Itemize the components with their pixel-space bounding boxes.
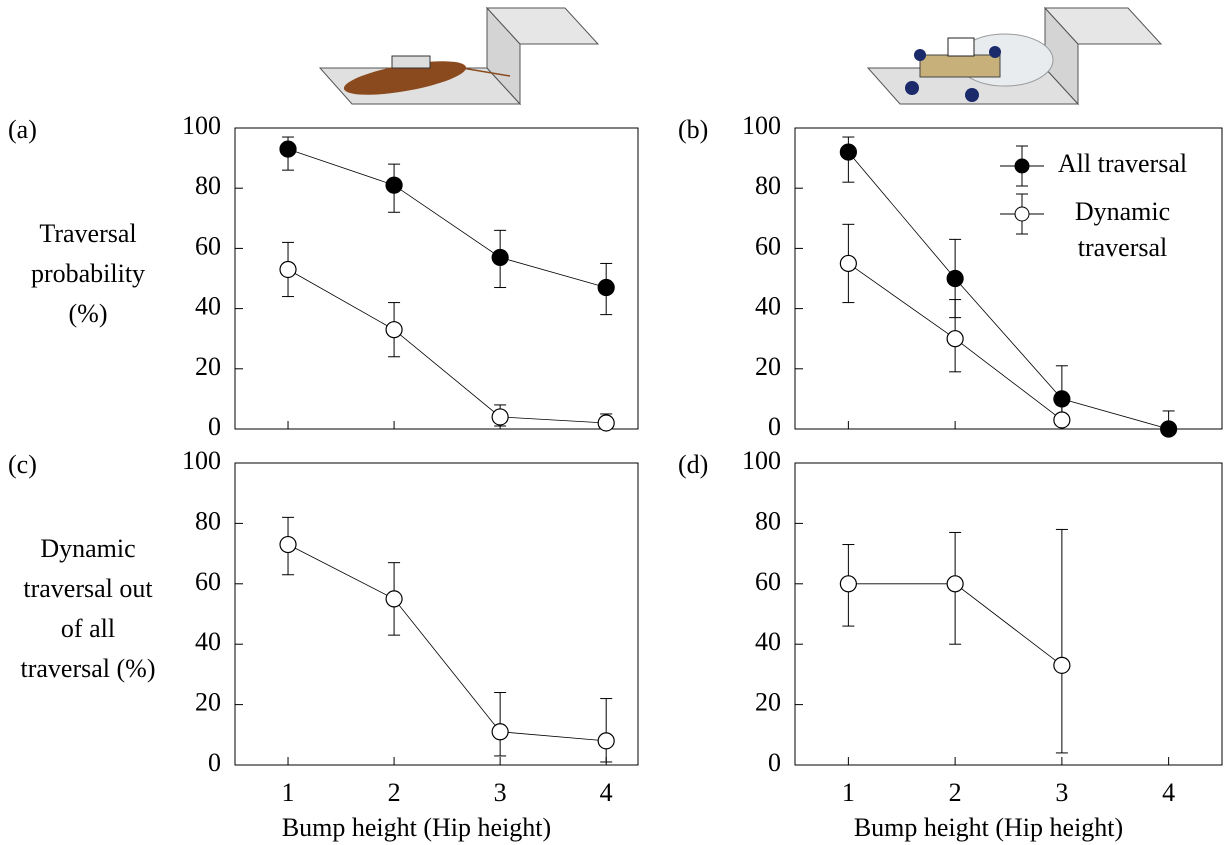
y-tick-label: 0 — [208, 412, 221, 441]
y-tick-label: 80 — [195, 506, 221, 535]
y-axis-label: Traversal probability (%) — [30, 218, 146, 328]
y-tick-label: 60 — [195, 231, 221, 260]
plot-area — [794, 127, 1223, 430]
y-tick-label: 60 — [755, 231, 781, 260]
data-point — [946, 330, 964, 348]
series-line — [848, 151, 1169, 430]
x-tick-label: 2 — [949, 778, 962, 807]
data-point — [279, 260, 297, 279]
y-tick-label: 80 — [755, 171, 781, 200]
plot-area — [234, 462, 639, 766]
data-point — [1160, 420, 1178, 438]
data-point — [385, 321, 403, 339]
y-tick-label: 100 — [742, 446, 781, 475]
data-point — [385, 590, 403, 608]
panel-label: (d) — [678, 450, 708, 479]
series-line — [287, 269, 607, 424]
legend-symbol — [1000, 193, 1044, 235]
x-tick-label: 4 — [600, 778, 613, 807]
x-tick-label: 4 — [1162, 778, 1175, 807]
y-tick-label: 100 — [182, 111, 221, 140]
data-point — [946, 269, 964, 288]
panel-label: (b) — [678, 115, 708, 144]
data-point — [491, 248, 509, 267]
plot-area — [794, 462, 1223, 766]
y-tick-label: 40 — [195, 292, 221, 321]
y-tick-label: 0 — [208, 748, 221, 777]
data-point — [839, 254, 857, 273]
error-bar — [600, 698, 613, 763]
data-point — [839, 575, 857, 593]
y-tick-label: 20 — [195, 688, 221, 717]
x-tick-label: 1 — [282, 778, 295, 807]
panel-label: (c) — [8, 450, 37, 479]
data-point — [279, 535, 297, 554]
data-point — [491, 723, 509, 741]
y-tick-label: 60 — [755, 567, 781, 596]
y-tick-label: 100 — [742, 111, 781, 140]
x-tick-label: 2 — [388, 778, 401, 807]
x-axis-label: Bump height (Hip height) — [854, 813, 1123, 842]
data-point — [946, 575, 964, 593]
data-point — [279, 140, 297, 158]
data-point — [1053, 411, 1071, 429]
legend-symbol — [1000, 145, 1044, 187]
x-axis-label: Bump height (Hip height) — [282, 813, 551, 842]
y-tick-label: 40 — [195, 627, 221, 656]
y-axis-label: Dynamic traversal out of all traversal (… — [20, 534, 156, 683]
legend-label: Dynamic traversal — [1074, 197, 1171, 262]
data-point — [1053, 656, 1071, 674]
y-tick-label: 80 — [755, 506, 781, 535]
panel-label: (a) — [8, 115, 37, 144]
x-tick-label: 3 — [494, 778, 507, 807]
data-point — [597, 414, 615, 432]
error-bar — [1055, 528, 1068, 754]
data-point — [491, 408, 509, 426]
x-tick-label: 1 — [842, 778, 855, 807]
y-tick-label: 20 — [195, 352, 221, 381]
data-point — [597, 732, 615, 750]
x-tick-label: 3 — [1055, 778, 1068, 807]
data-point — [597, 278, 615, 297]
y-tick-label: 20 — [755, 352, 781, 381]
y-tick-label: 20 — [755, 688, 781, 717]
y-tick-label: 40 — [755, 292, 781, 321]
plot-area — [234, 127, 639, 430]
series-line — [287, 544, 607, 742]
series-line — [287, 148, 607, 288]
legend-label: All traversal — [1057, 149, 1188, 178]
data-point — [839, 143, 857, 161]
y-tick-label: 60 — [195, 567, 221, 596]
data-point — [385, 176, 403, 194]
y-tick-label: 0 — [768, 748, 781, 777]
robot-illustration — [866, 6, 1163, 106]
y-tick-label: 100 — [182, 446, 221, 475]
cockroach-illustration — [318, 6, 600, 106]
y-tick-label: 40 — [755, 627, 781, 656]
y-tick-label: 0 — [768, 412, 781, 441]
y-tick-label: 80 — [195, 171, 221, 200]
